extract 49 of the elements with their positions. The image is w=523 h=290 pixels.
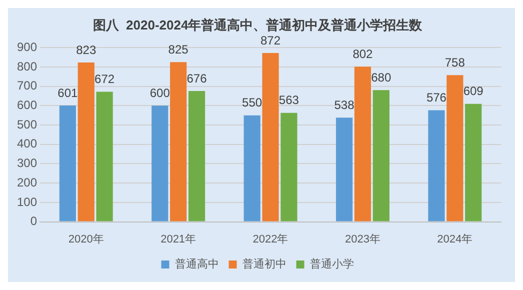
data-label: 825 (168, 42, 189, 56)
data-label: 600 (150, 86, 170, 100)
data-label: 563 (278, 93, 300, 108)
y-tick-label: 900 (16, 40, 38, 54)
bar (354, 66, 372, 222)
bar (280, 112, 298, 222)
x-tick-label: 2024年 (437, 233, 473, 246)
bar (78, 62, 94, 222)
bar (428, 110, 445, 222)
data-label: 538 (334, 98, 355, 112)
data-label: 550 (242, 96, 262, 110)
legend-label: 普通小学 (310, 258, 354, 271)
data-label: 609 (463, 84, 484, 98)
bar (336, 118, 353, 222)
y-tick-label: 600 (16, 98, 38, 112)
legend-label: 普通初中 (242, 258, 286, 271)
data-label: 802 (352, 46, 374, 61)
y-tick-label: 400 (16, 136, 38, 151)
y-tick-label: 0 (30, 214, 38, 228)
data-label: 672 (94, 72, 115, 86)
x-tick-label: 2020年 (68, 233, 104, 246)
bar (59, 105, 76, 222)
data-label: 601 (58, 86, 78, 100)
bar (262, 53, 279, 222)
data-label: 823 (76, 42, 96, 57)
bar (96, 92, 113, 222)
data-label: 576 (426, 90, 447, 105)
legend-label: 普通高中 (174, 258, 219, 271)
y-tick-label: 100 (16, 194, 38, 209)
bar (244, 115, 260, 222)
chart-title: 图八 2020-2024年普通高中、普通初中及普通小学招生数 (92, 17, 424, 32)
x-tick-label: 2022年 (252, 233, 288, 246)
y-tick-label: 800 (16, 59, 38, 74)
y-tick-label: 300 (16, 156, 38, 170)
bar (372, 90, 390, 222)
bar (188, 90, 206, 222)
x-tick-label: 2021年 (160, 233, 196, 246)
data-label: 872 (260, 33, 281, 48)
bar (152, 106, 168, 222)
x-tick-label: 2023年 (344, 233, 380, 246)
bar (465, 104, 482, 222)
y-tick-label: 500 (16, 117, 38, 132)
data-label: 680 (371, 70, 392, 84)
data-label: 676 (186, 71, 208, 86)
bar (170, 62, 187, 222)
y-tick-label: 700 (16, 78, 38, 93)
y-tick-label: 200 (16, 175, 38, 190)
data-label: 758 (444, 55, 466, 70)
bar (446, 75, 464, 222)
